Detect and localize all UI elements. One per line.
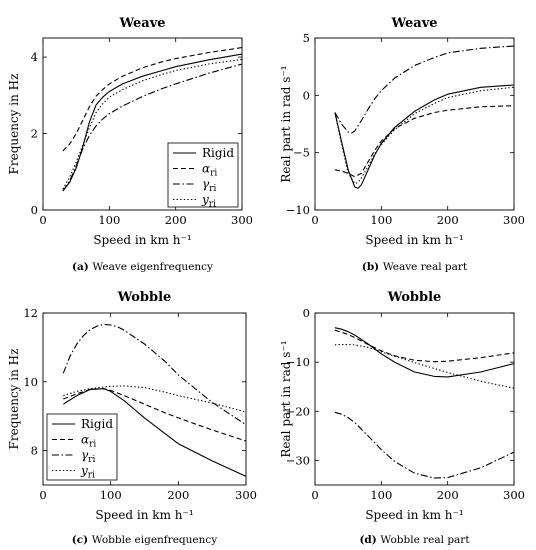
series-line-dashdot bbox=[334, 45, 514, 134]
y-tick-label: 0 bbox=[303, 88, 310, 102]
x-tick-label: 200 bbox=[437, 488, 459, 502]
y-tick-label: 5 bbox=[303, 31, 310, 45]
x-axis-label: Speed in km h⁻¹ bbox=[93, 233, 191, 247]
legend-label: γri bbox=[81, 448, 95, 465]
chart-title: Wobble bbox=[387, 290, 442, 305]
x-tick-label: 300 bbox=[503, 213, 525, 227]
x-tick-label: 100 bbox=[370, 213, 392, 227]
x-axis-label: Speed in km h⁻¹ bbox=[365, 508, 463, 522]
x-tick-label: 0 bbox=[39, 488, 46, 502]
series-line-dashed bbox=[334, 105, 514, 178]
y-tick-label: −5 bbox=[293, 146, 310, 160]
x-tick-label: 200 bbox=[437, 213, 459, 227]
y-tick-label: 4 bbox=[31, 50, 38, 64]
chart-panel-1: Weave 0 100 200 300 0 2 4 Speed in km h⁻¹ Frequen… bbox=[7, 16, 253, 273]
x-tick-label: 200 bbox=[167, 488, 189, 502]
series-line-dotted bbox=[63, 385, 246, 413]
x-tick-label: 300 bbox=[231, 213, 253, 227]
figure-caption: (c) Wobble eigenfrequency bbox=[72, 534, 217, 546]
series-line-dotted bbox=[334, 86, 514, 185]
series-line-solid bbox=[334, 327, 514, 378]
legend-label: yri bbox=[201, 193, 216, 210]
plot-frame bbox=[42, 312, 247, 486]
y-axis-label: Frequency in Hz bbox=[7, 74, 21, 175]
series-line-dashdot bbox=[62, 323, 246, 426]
series-line-solid bbox=[334, 84, 514, 189]
y-axis-label: Real part in rad s⁻¹ bbox=[279, 65, 293, 182]
chart-title: Weave bbox=[118, 16, 165, 31]
legend-label: γri bbox=[202, 177, 216, 194]
plot-frame bbox=[314, 37, 515, 211]
series-line-dotted bbox=[334, 343, 514, 389]
x-tick-label: 200 bbox=[165, 213, 187, 227]
series-line-dashed bbox=[334, 329, 514, 363]
x-tick-label: 0 bbox=[311, 213, 318, 227]
series-line-solid bbox=[63, 388, 246, 477]
series-line-dotted bbox=[62, 58, 242, 190]
legend-label: αri bbox=[81, 433, 96, 450]
chart-title: Weave bbox=[390, 16, 437, 31]
chart-panel-4: Wobble 0 100 200 300 −30 −20 −10 0 Speed in km h⁻… bbox=[279, 290, 525, 546]
figure-caption: (a) Weave eigenfrequency bbox=[72, 261, 213, 273]
x-tick-label: 300 bbox=[503, 488, 525, 502]
figure-caption: (d) Wobble real part bbox=[359, 534, 470, 546]
x-axis-label: Speed in km h⁻¹ bbox=[365, 233, 463, 247]
plot-frame bbox=[314, 312, 515, 486]
series-line-dashdot bbox=[62, 63, 242, 192]
y-axis-label: Real part in rad s⁻¹ bbox=[279, 340, 293, 457]
y-tick-label: 8 bbox=[31, 444, 38, 458]
x-tick-label: 0 bbox=[311, 488, 318, 502]
legend-label: Rigid bbox=[202, 146, 234, 160]
y-tick-label: 0 bbox=[31, 203, 38, 217]
chart-title: Wobble bbox=[117, 290, 172, 305]
chart-panel-2: Weave 0 100 200 300 −10 −5 0 5 Speed in km h⁻¹ Rea… bbox=[279, 16, 525, 273]
legend-label: αri bbox=[202, 162, 217, 179]
y-tick-label: 2 bbox=[31, 127, 38, 141]
x-tick-label: 300 bbox=[235, 488, 257, 502]
x-axis-label: Speed in km h⁻¹ bbox=[95, 508, 193, 522]
y-axis-label: Frequency in Hz bbox=[7, 349, 21, 450]
x-tick-label: 100 bbox=[98, 213, 120, 227]
legend-box bbox=[167, 142, 239, 208]
y-tick-label: −30 bbox=[286, 453, 310, 467]
legend-label: Rigid bbox=[81, 417, 113, 431]
plot-frame bbox=[42, 37, 243, 211]
chart-panel-3: Wobble 0 100 200 300 8 10 12 Speed in km h⁻¹ Freq… bbox=[7, 290, 257, 546]
legend-label: yri bbox=[80, 464, 95, 481]
x-tick-label: 0 bbox=[39, 213, 46, 227]
y-tick-label: 10 bbox=[23, 375, 38, 389]
x-tick-label: 100 bbox=[370, 488, 392, 502]
x-tick-label: 100 bbox=[100, 488, 122, 502]
y-tick-label: 12 bbox=[23, 306, 38, 320]
figure-caption: (b) Weave real part bbox=[362, 261, 468, 273]
y-tick-label: −10 bbox=[286, 203, 310, 217]
y-tick-label: −10 bbox=[286, 355, 310, 369]
legend-box bbox=[46, 413, 118, 481]
y-tick-label: −20 bbox=[286, 404, 310, 418]
series-line-dashed bbox=[62, 47, 242, 152]
y-tick-label: 0 bbox=[303, 306, 310, 320]
series-line-dashdot bbox=[334, 411, 514, 479]
